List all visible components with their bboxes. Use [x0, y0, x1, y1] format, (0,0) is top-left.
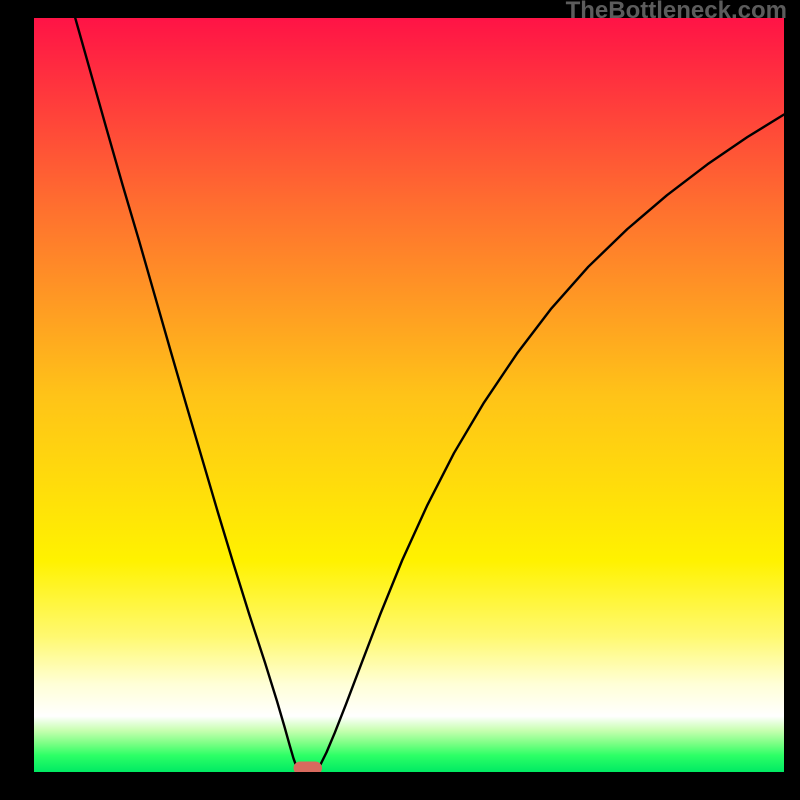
chart-background [34, 18, 784, 772]
bottleneck-chart [34, 18, 784, 772]
watermark-text: TheBottleneck.com [566, 0, 787, 25]
optimal-marker [294, 761, 323, 772]
chart-svg [34, 18, 784, 772]
stage: TheBottleneck.com [0, 0, 800, 800]
